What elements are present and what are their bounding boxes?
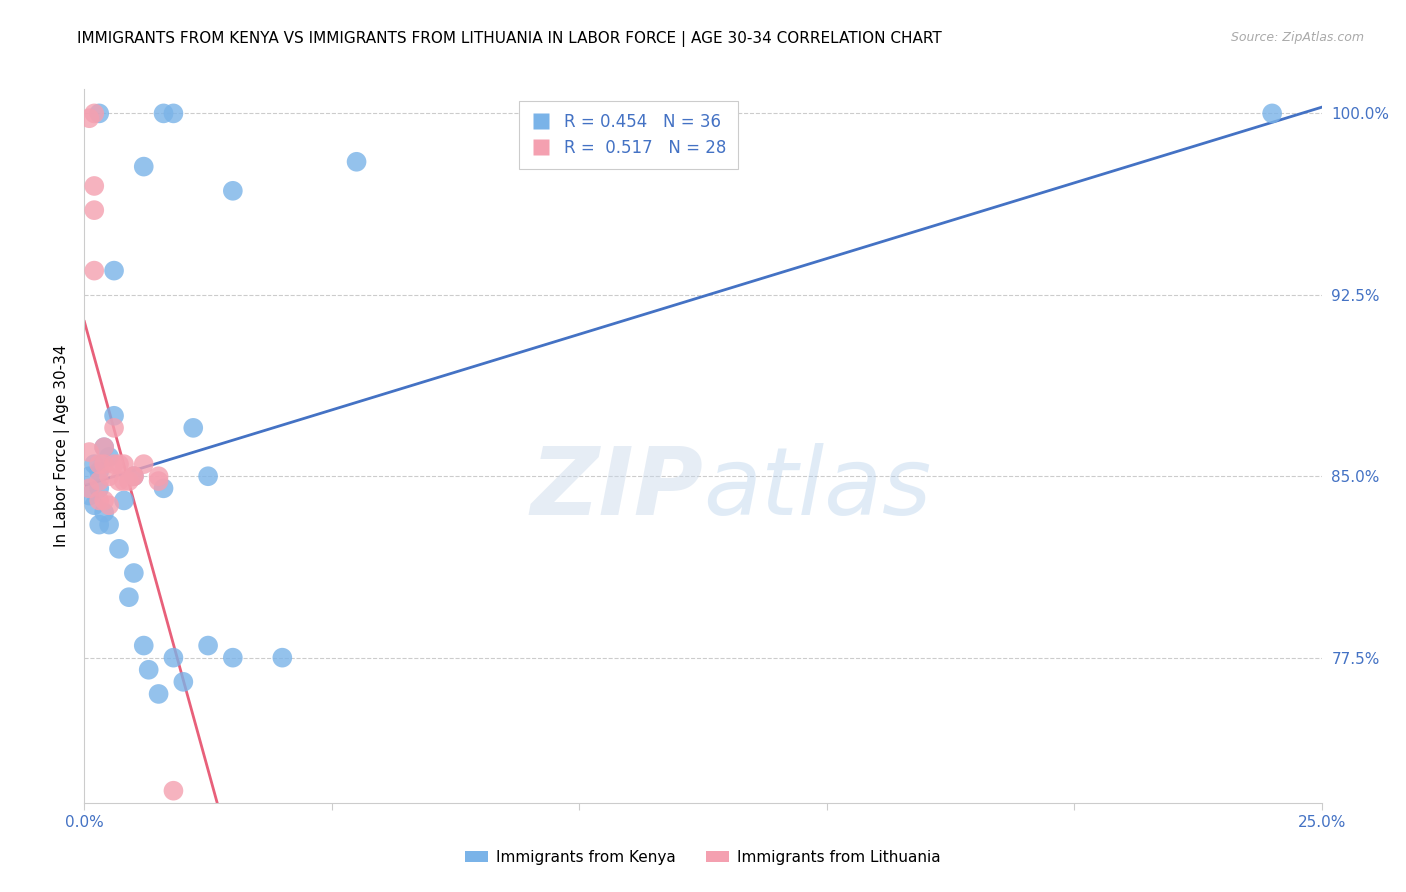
Immigrants from Kenya xyxy=(222,650,245,665)
Immigrants from Kenya xyxy=(89,464,111,478)
Immigrants from Kenya xyxy=(172,674,194,689)
Immigrants from Lithuania xyxy=(79,481,101,495)
Immigrants from Kenya xyxy=(132,639,155,653)
Immigrants from Kenya xyxy=(108,541,131,556)
Immigrants from Lithuania xyxy=(148,474,170,488)
Immigrants from Kenya xyxy=(89,517,111,532)
Immigrants from Lithuania xyxy=(112,474,135,488)
Immigrants from Kenya xyxy=(112,493,135,508)
Text: ZIP: ZIP xyxy=(530,442,703,535)
Immigrants from Lithuania xyxy=(83,263,105,277)
Immigrants from Kenya xyxy=(98,517,121,532)
Text: atlas: atlas xyxy=(703,443,931,534)
Immigrants from Kenya xyxy=(197,469,219,483)
Immigrants from Lithuania xyxy=(112,457,135,471)
Immigrants from Kenya xyxy=(122,469,145,483)
Immigrants from Lithuania xyxy=(89,474,111,488)
Immigrants from Kenya xyxy=(132,160,155,174)
Immigrants from Lithuania xyxy=(108,474,131,488)
Immigrants from Lithuania xyxy=(98,469,121,483)
Immigrants from Kenya xyxy=(1261,106,1284,120)
Immigrants from Lithuania xyxy=(83,203,105,218)
Text: IMMIGRANTS FROM KENYA VS IMMIGRANTS FROM LITHUANIA IN LABOR FORCE | AGE 30-34 CO: IMMIGRANTS FROM KENYA VS IMMIGRANTS FROM… xyxy=(77,31,942,47)
Immigrants from Kenya xyxy=(93,506,115,520)
Immigrants from Kenya xyxy=(89,481,111,495)
Immigrants from Kenya xyxy=(222,184,245,198)
Immigrants from Kenya xyxy=(118,590,141,604)
Immigrants from Kenya xyxy=(162,106,184,120)
Immigrants from Kenya xyxy=(103,263,125,277)
Immigrants from Kenya xyxy=(152,106,174,120)
Immigrants from Lithuania xyxy=(79,445,101,459)
Legend: R = 0.454   N = 36, R =  0.517   N = 28: R = 0.454 N = 36, R = 0.517 N = 28 xyxy=(519,101,738,169)
Immigrants from Lithuania xyxy=(93,440,115,454)
Immigrants from Kenya xyxy=(271,650,294,665)
Immigrants from Kenya xyxy=(98,450,121,464)
Immigrants from Lithuania xyxy=(118,474,141,488)
Immigrants from Kenya xyxy=(148,687,170,701)
Immigrants from Lithuania xyxy=(93,457,115,471)
Immigrants from Lithuania xyxy=(108,457,131,471)
Immigrants from Lithuania xyxy=(83,106,105,120)
Immigrants from Lithuania xyxy=(148,469,170,483)
Immigrants from Kenya xyxy=(79,489,101,503)
Legend: Immigrants from Kenya, Immigrants from Lithuania: Immigrants from Kenya, Immigrants from L… xyxy=(460,844,946,871)
Immigrants from Lithuania xyxy=(89,457,111,471)
Immigrants from Lithuania xyxy=(79,112,101,126)
Text: Source: ZipAtlas.com: Source: ZipAtlas.com xyxy=(1230,31,1364,45)
Immigrants from Kenya xyxy=(89,106,111,120)
Immigrants from Kenya xyxy=(197,639,219,653)
Immigrants from Kenya xyxy=(122,566,145,580)
Immigrants from Kenya xyxy=(79,469,101,483)
Immigrants from Kenya xyxy=(181,421,204,435)
Immigrants from Kenya xyxy=(162,650,184,665)
Immigrants from Kenya xyxy=(346,154,368,169)
Immigrants from Lithuania xyxy=(132,457,155,471)
Immigrants from Kenya xyxy=(138,663,160,677)
Immigrants from Kenya xyxy=(103,409,125,423)
Immigrants from Kenya xyxy=(93,440,115,454)
Immigrants from Lithuania xyxy=(93,493,115,508)
Immigrants from Lithuania xyxy=(89,493,111,508)
Immigrants from Lithuania xyxy=(98,498,121,512)
Immigrants from Lithuania xyxy=(122,469,145,483)
Immigrants from Lithuania xyxy=(83,178,105,193)
Immigrants from Kenya xyxy=(83,498,105,512)
Immigrants from Lithuania xyxy=(162,783,184,797)
Y-axis label: In Labor Force | Age 30-34: In Labor Force | Age 30-34 xyxy=(55,344,70,548)
Immigrants from Kenya xyxy=(83,457,105,471)
Immigrants from Lithuania xyxy=(103,457,125,471)
Immigrants from Lithuania xyxy=(122,469,145,483)
Immigrants from Lithuania xyxy=(103,421,125,435)
Immigrants from Kenya xyxy=(152,481,174,495)
